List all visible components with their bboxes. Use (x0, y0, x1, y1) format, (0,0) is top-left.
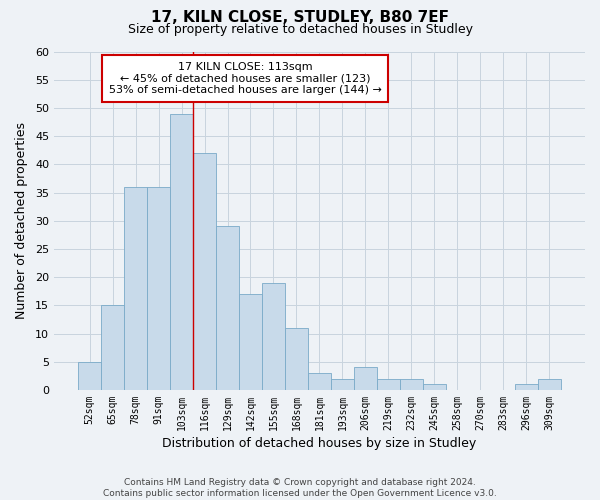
Text: Contains HM Land Registry data © Crown copyright and database right 2024.
Contai: Contains HM Land Registry data © Crown c… (103, 478, 497, 498)
Bar (285, 328, 308, 390)
Text: 17 KILN CLOSE: 113sqm
← 45% of detached houses are smaller (123)
53% of semi-det: 17 KILN CLOSE: 113sqm ← 45% of detached … (109, 62, 382, 95)
Bar (308, 373, 331, 390)
Bar (101, 306, 124, 390)
Bar (124, 187, 147, 390)
Bar (78, 362, 101, 390)
X-axis label: Distribution of detached houses by size in Studley: Distribution of detached houses by size … (163, 437, 476, 450)
Bar (331, 378, 354, 390)
Text: Size of property relative to detached houses in Studley: Size of property relative to detached ho… (128, 22, 473, 36)
Y-axis label: Number of detached properties: Number of detached properties (15, 122, 28, 319)
Bar (538, 378, 561, 390)
Bar (170, 114, 193, 390)
Bar (423, 384, 446, 390)
Bar (239, 294, 262, 390)
Bar (400, 378, 423, 390)
Bar (147, 187, 170, 390)
Bar (354, 368, 377, 390)
Bar (377, 378, 400, 390)
Bar (216, 226, 239, 390)
Bar (515, 384, 538, 390)
Bar (193, 153, 216, 390)
Text: 17, KILN CLOSE, STUDLEY, B80 7EF: 17, KILN CLOSE, STUDLEY, B80 7EF (151, 10, 449, 25)
Bar (262, 283, 285, 390)
